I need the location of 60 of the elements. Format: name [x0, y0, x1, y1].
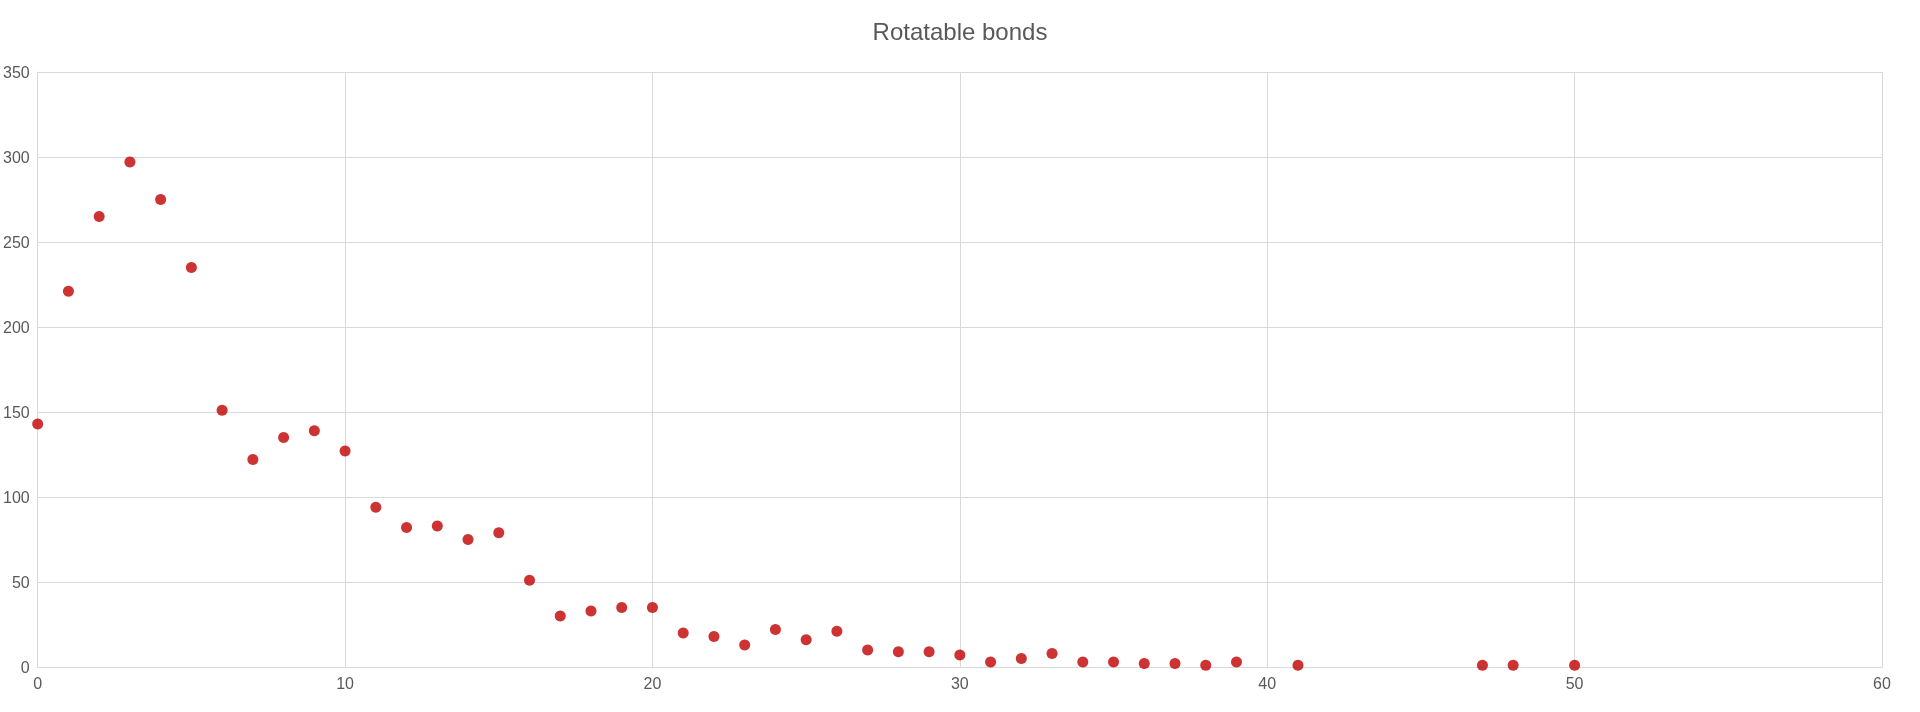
point — [339, 445, 351, 457]
point — [155, 194, 167, 205]
point — [892, 646, 904, 658]
point — [800, 634, 812, 646]
point — [278, 432, 290, 443]
point — [831, 625, 843, 637]
point — [954, 649, 966, 661]
point — [185, 262, 197, 273]
x-tick-label: 50 — [1565, 674, 1584, 692]
x-tick-label: 20 — [643, 674, 662, 692]
point — [62, 285, 74, 297]
point — [370, 501, 382, 513]
point — [1077, 656, 1089, 668]
point — [616, 602, 628, 613]
x-tick-label: 0 — [33, 674, 43, 692]
y-tick-label: 150 — [2, 403, 30, 421]
point — [524, 574, 536, 586]
point — [1015, 653, 1027, 664]
y-tick-label: 0 — [20, 658, 30, 676]
point — [247, 454, 259, 466]
point — [401, 522, 413, 534]
point — [1138, 658, 1150, 670]
point — [585, 605, 597, 617]
point — [677, 627, 689, 639]
x-tick-label: 40 — [1258, 674, 1277, 692]
point — [462, 534, 474, 545]
point — [1108, 656, 1120, 668]
x-tick-label: 30 — [950, 674, 969, 692]
y-tick-label: 200 — [2, 318, 30, 336]
y-tick-label: 300 — [2, 148, 30, 166]
point — [216, 404, 228, 416]
point — [1476, 659, 1488, 671]
point — [923, 646, 935, 658]
point — [93, 211, 105, 222]
y-tick-label: 100 — [2, 488, 30, 506]
point — [1200, 659, 1212, 671]
point — [1569, 659, 1581, 671]
x-tick-label: 60 — [1873, 674, 1891, 692]
x-tick-label: 10 — [336, 674, 355, 692]
y-tick-label: 250 — [2, 233, 30, 251]
point — [1231, 656, 1242, 668]
point — [1169, 658, 1181, 670]
point — [124, 156, 136, 168]
point — [985, 656, 997, 668]
point — [739, 639, 751, 651]
point — [308, 425, 320, 437]
point — [554, 610, 566, 622]
point — [1292, 659, 1304, 671]
point — [769, 624, 781, 636]
point — [1046, 647, 1058, 659]
point — [32, 418, 44, 430]
point — [1507, 659, 1519, 671]
point — [862, 644, 874, 656]
point — [708, 630, 720, 642]
point — [431, 520, 443, 532]
y-tick-label: 350 — [2, 63, 30, 81]
point — [646, 602, 658, 613]
y-tick-label: 50 — [11, 573, 30, 591]
chart-title: Rotatable bonds — [872, 17, 1048, 45]
point — [493, 527, 505, 539]
